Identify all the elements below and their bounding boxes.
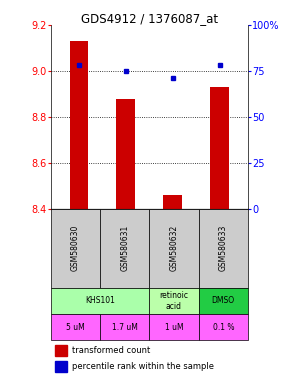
- Bar: [199, 314, 248, 340]
- Bar: [149, 314, 199, 340]
- Bar: [117, 99, 135, 209]
- Bar: [100, 209, 149, 288]
- Text: 1 uM: 1 uM: [165, 323, 183, 332]
- Bar: [51, 288, 149, 314]
- Text: GSM580632: GSM580632: [169, 225, 179, 271]
- Bar: [55, 361, 66, 372]
- Bar: [51, 314, 100, 340]
- Text: DMSO: DMSO: [212, 296, 235, 305]
- Text: GSM580631: GSM580631: [120, 225, 129, 271]
- Text: 0.1 %: 0.1 %: [213, 323, 234, 332]
- Bar: [149, 209, 199, 288]
- Text: GSM580633: GSM580633: [219, 225, 228, 271]
- Text: 1.7 uM: 1.7 uM: [112, 323, 138, 332]
- Bar: [164, 195, 182, 209]
- Text: KHS101: KHS101: [85, 296, 115, 305]
- Bar: [149, 288, 199, 314]
- Bar: [210, 87, 229, 209]
- Text: GSM580630: GSM580630: [71, 225, 80, 271]
- Bar: [100, 314, 149, 340]
- Title: GDS4912 / 1376087_at: GDS4912 / 1376087_at: [81, 12, 218, 25]
- Bar: [55, 345, 66, 356]
- Bar: [199, 288, 248, 314]
- Text: 5 uM: 5 uM: [66, 323, 85, 332]
- Bar: [199, 209, 248, 288]
- Bar: [51, 209, 100, 288]
- Text: transformed count: transformed count: [72, 346, 151, 355]
- Bar: [70, 41, 88, 209]
- Text: percentile rank within the sample: percentile rank within the sample: [72, 362, 214, 371]
- Text: retinoic
acid: retinoic acid: [160, 291, 188, 311]
